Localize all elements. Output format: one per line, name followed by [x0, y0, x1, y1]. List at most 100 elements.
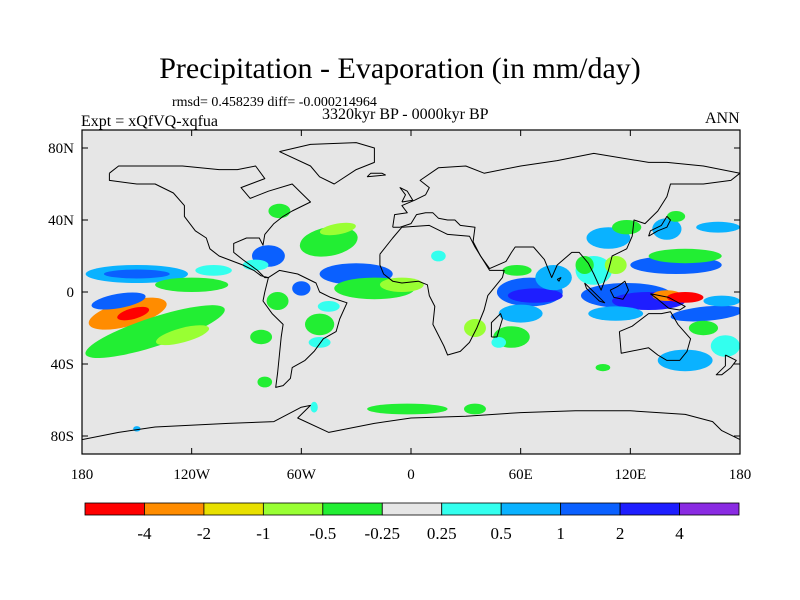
field-region-36: [612, 220, 642, 235]
colorbar-swatch: [500, 502, 562, 516]
y-tick-label: 40S: [51, 357, 74, 373]
coastline-australia: [618, 311, 692, 361]
field-region-31: [498, 304, 543, 323]
field-region-33: [575, 256, 594, 274]
coastline-new-zealand: [715, 354, 737, 376]
colorbar-swatch: [679, 502, 740, 516]
colorbar-swatch: [322, 502, 383, 516]
period-label: 3320kyr BP - 0000kyr BP: [322, 106, 489, 123]
x-tick-label: 0: [407, 467, 415, 483]
field-region-48: [703, 295, 740, 307]
field-region-16: [379, 277, 424, 292]
coastline-sumatra: [584, 282, 606, 304]
y-tick-label: 40N: [48, 213, 74, 229]
colorbar-label: -4: [137, 524, 152, 543]
field-region-12: [319, 222, 356, 236]
field-region-56: [257, 376, 273, 388]
coastline-borneo: [609, 280, 629, 300]
colorbar-swatch: [262, 502, 324, 516]
colorbar-label: -2: [197, 524, 211, 543]
axis-ticks: 180 120W 60W 0 60E 120E 180 80N 40N 0 40S 80S: [48, 130, 751, 483]
y-tick-label: 80N: [48, 141, 74, 157]
field-region-21: [250, 329, 273, 345]
season-label: ANN: [705, 110, 740, 127]
field-region-7: [155, 277, 229, 292]
field-region-49: [657, 349, 713, 372]
field-region-8: [195, 265, 232, 276]
field-region-50: [710, 335, 740, 357]
field-region-11: [299, 226, 358, 257]
field-region-57: [133, 426, 141, 432]
coastline-north-america: [108, 165, 311, 279]
field-region-17: [304, 313, 335, 336]
y-tick-label: 0: [67, 285, 75, 301]
field-region-53: [464, 403, 486, 415]
colorbar-label: 0.5: [491, 524, 512, 543]
coastline-antarctica: [82, 404, 740, 441]
field-region-18: [317, 301, 340, 312]
field-region-29: [535, 265, 572, 291]
colorbar-swatch: [144, 502, 205, 516]
field-region-52: [367, 403, 448, 415]
y-tick-label: 80S: [51, 429, 74, 445]
field-region-38: [666, 211, 686, 222]
field-region-54: [310, 401, 318, 413]
field-region-45: [666, 292, 704, 303]
field-region-28: [507, 288, 563, 303]
colorbar-swatch: [560, 502, 621, 516]
x-tick-label: 120W: [173, 467, 211, 483]
field-region-22: [308, 337, 331, 348]
coastline-madagascar: [490, 313, 503, 338]
field-region-34: [604, 256, 627, 274]
field-region-37: [652, 218, 682, 240]
coastline-layer: [82, 142, 740, 441]
colorbar-label: -0.25: [365, 524, 400, 543]
colorbar-swatch: [84, 502, 145, 516]
coastline-africa: [379, 224, 505, 356]
colorbar: -4 -2 -1 -0.5 -0.25 0.25 0.5 1 2 4: [84, 502, 740, 543]
x-tick-label: 60W: [287, 467, 317, 483]
x-tick-label: 180: [729, 467, 752, 483]
chart-title: Precipitation - Evaporation (in mm/day): [159, 52, 641, 85]
field-region-13: [268, 203, 291, 219]
field-region-51: [688, 320, 719, 336]
field-region-3: [155, 325, 210, 346]
field-layer: [85, 203, 740, 432]
field-region-41: [696, 221, 740, 233]
stats-line: rmsd= 0.458239 diff= -0.000214964: [172, 95, 377, 110]
coastline-iceland: [366, 172, 386, 178]
colorbar-swatch: [381, 502, 443, 516]
field-region-19: [292, 281, 311, 296]
field-region-47: [670, 305, 740, 322]
colorbar-swatch: [619, 502, 680, 516]
field-region-23: [464, 319, 486, 337]
coastline-uk: [399, 187, 414, 203]
colorbar-swatch: [441, 502, 502, 516]
x-tick-label: 60E: [509, 467, 533, 483]
field-region-6: [103, 269, 170, 279]
coastline-greenland: [279, 142, 375, 185]
colorbar-swatch: [203, 502, 264, 516]
coastline-south-america: [262, 269, 348, 388]
field-region-1: [117, 306, 150, 321]
coastline-eurasia: [392, 152, 740, 291]
coastline-japan: [648, 215, 671, 237]
field-region-40: [648, 248, 722, 264]
field-region-55: [595, 364, 611, 372]
field-region-4: [91, 292, 146, 310]
experiment-label: Expt = xQfVQ-xqfua: [81, 113, 218, 130]
colorbar-label: 4: [675, 524, 684, 543]
colorbar-label: -1: [256, 524, 270, 543]
field-region-2: [85, 305, 225, 359]
field-region-20: [266, 292, 289, 310]
colorbar-label: 0.25: [427, 524, 457, 543]
x-tick-label: 120E: [614, 467, 646, 483]
field-region-30: [502, 265, 532, 276]
x-tick-label: 180: [71, 467, 94, 483]
colorbar-label: 2: [616, 524, 625, 543]
field-region-46: [588, 306, 644, 321]
coastline-sri-lanka: [556, 277, 562, 282]
field-region-26: [431, 250, 446, 262]
coastline-new-guinea: [650, 293, 686, 311]
